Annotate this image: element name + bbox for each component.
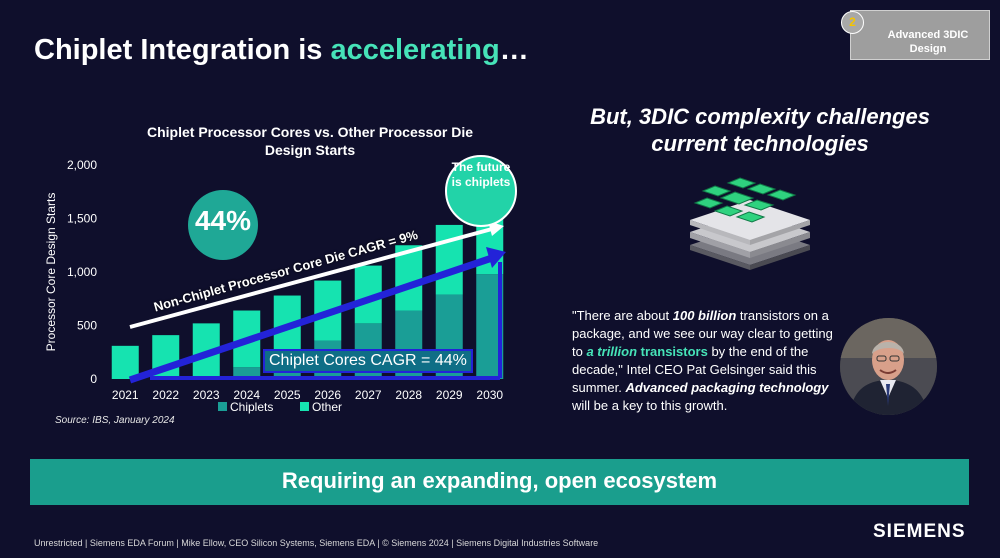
x-tick-label: 2024 [233, 388, 260, 402]
chart-title: Chiplet Processor Cores vs. Other Proces… [146, 124, 473, 158]
y-tick-label: 1,000 [67, 265, 97, 279]
section-badge-number: 2 [841, 11, 864, 34]
right-heading: But, 3DIC complexity challenges current … [590, 104, 930, 156]
x-tick-label: 2025 [274, 388, 301, 402]
quote-text: "There are about 100 billion transistors… [572, 307, 842, 415]
title-prefix: Chiplet Integration is [34, 34, 331, 66]
y-tick-label: 2,000 [67, 158, 97, 172]
legend-swatch-chiplets [218, 402, 227, 411]
quote-highlight-trillion: a trillion [586, 344, 638, 359]
footer-text: Unrestricted | Siemens EDA Forum | Mike … [34, 538, 599, 548]
legend-label-chiplets: Chiplets [230, 400, 273, 414]
bar-other-2028 [395, 245, 423, 311]
bar-other-2021 [111, 345, 139, 379]
x-tick-label: 2021 [112, 388, 139, 402]
conclusion-banner-text: Requiring an expanding, open ecosystem [281, 468, 718, 493]
bar-chiplets-2024 [233, 367, 261, 379]
siemens-logo: SIEMENS [873, 521, 966, 542]
x-tick-label: 2027 [355, 388, 382, 402]
person-portrait-icon [840, 318, 937, 415]
title-accent: accelerating [330, 34, 500, 66]
quote-part-3: by the end of the decade," Intel CEO Pat… [572, 344, 817, 395]
slide-title: Chiplet Integration is accelerating… [34, 34, 529, 67]
chiplet-arrow-head [486, 247, 506, 268]
y-tick-label: 500 [77, 319, 97, 333]
quote-part-2: transistors on a package, and we see our… [572, 308, 833, 359]
y-tick-label: 0 [90, 372, 97, 386]
quote-part-4: will be a key to this growth. [572, 398, 728, 413]
x-tick-label: 2029 [436, 388, 463, 402]
quote-highlight-transistors: transistors [637, 344, 708, 359]
future-callout-circle [445, 155, 517, 227]
cagr-percent: 44% [194, 205, 252, 236]
chiplet-cagr-label: Chiplet Cores CAGR = 44% [263, 349, 473, 373]
y-axis-label: Processor Core Design Starts [44, 193, 58, 352]
bar-other-2029 [435, 224, 463, 295]
x-tick-label: 2026 [314, 388, 341, 402]
future-callout-text: The future is chiplets [451, 160, 511, 189]
title-suffix: … [499, 34, 529, 66]
x-tick-label: 2028 [395, 388, 422, 402]
conclusion-banner [30, 459, 969, 505]
nonchiplet-trend-arrow [129, 227, 493, 329]
speaker-photo [840, 318, 937, 415]
chip-stack-icon [690, 177, 810, 270]
y-tick-label: 1,500 [67, 212, 97, 226]
legend-swatch-other [300, 402, 309, 411]
quote-highlight-100-billion: 100 billion [672, 308, 737, 323]
cagr-circle [188, 190, 258, 260]
section-badge-label: Advanced 3DIC Design [887, 29, 969, 55]
x-tick-label: 2023 [193, 388, 220, 402]
chart-source: Source: IBS, January 2024 [55, 415, 175, 426]
quote-highlight-packaging: Advanced packaging technology [625, 380, 829, 395]
legend-label-other: Other [312, 400, 342, 414]
section-badge [850, 10, 990, 60]
x-tick-label: 2030 [476, 388, 503, 402]
quote-part-1: "There are about [572, 308, 673, 323]
x-tick-label: 2022 [152, 388, 179, 402]
chiplet-trend-arrow [128, 254, 494, 384]
